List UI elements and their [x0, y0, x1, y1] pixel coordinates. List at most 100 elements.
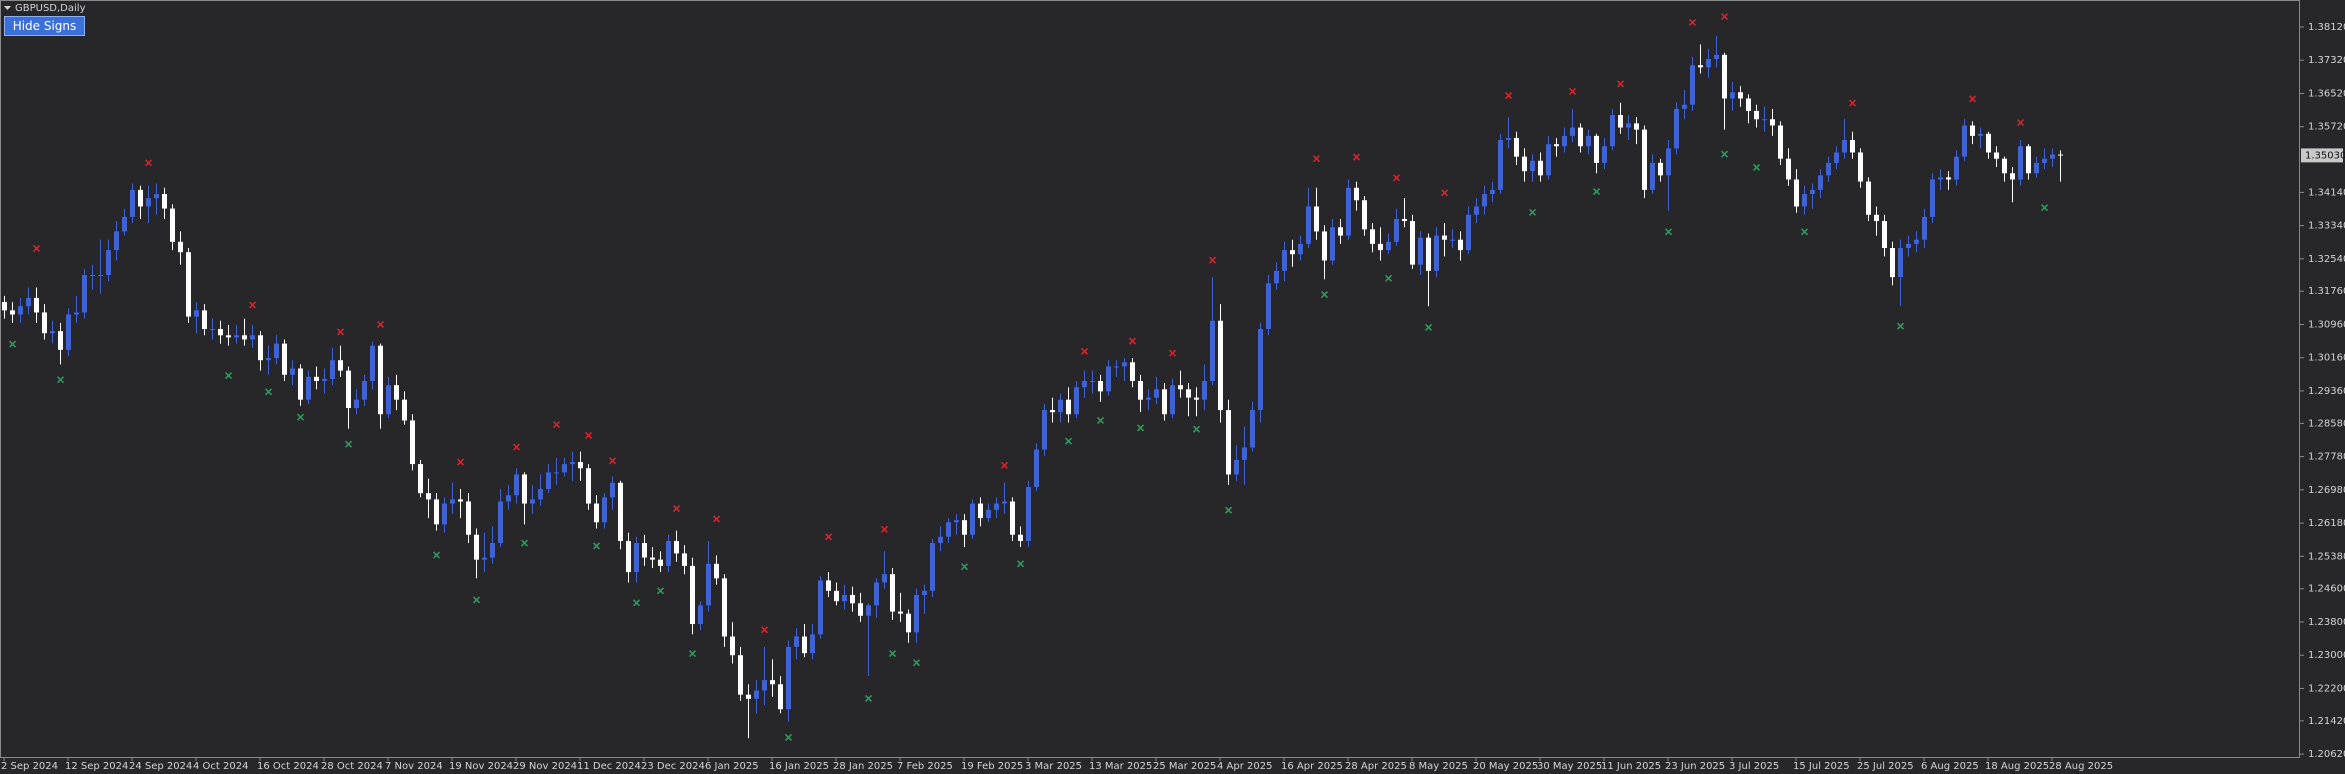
- candle-body: [1938, 177, 1943, 180]
- y-tick-label: 1.31760: [2308, 286, 2345, 297]
- y-tick-label: 1.38120: [2308, 22, 2345, 33]
- candle-body: [1098, 380, 1103, 392]
- candle-body: [122, 216, 127, 232]
- candle-body: [778, 684, 783, 710]
- candle-body: [858, 603, 863, 616]
- buy-sign: [8, 340, 17, 348]
- candle-body: [1338, 227, 1343, 236]
- candle-body: [674, 540, 679, 554]
- candle-body: [1122, 362, 1127, 367]
- candle-body: [1562, 135, 1567, 147]
- buy-sign: [592, 542, 601, 550]
- candle-body: [730, 636, 735, 656]
- sell-sign: [760, 626, 769, 634]
- candle-body: [546, 472, 551, 490]
- hide-signs-button[interactable]: Hide Signs: [4, 16, 85, 36]
- candle-body: [618, 482, 623, 541]
- candle-body: [906, 613, 911, 633]
- candle-body: [506, 495, 511, 502]
- candle-body: [1618, 115, 1623, 128]
- sell-sign: [512, 443, 521, 451]
- candle-body: [146, 198, 151, 207]
- candle-body: [818, 580, 823, 635]
- candle-body: [1394, 218, 1399, 242]
- buy-sign: [1320, 291, 1329, 299]
- candle-body: [1426, 237, 1431, 271]
- candle-body: [170, 208, 175, 242]
- candle-body: [1162, 389, 1167, 415]
- candle-body: [1586, 135, 1591, 147]
- candle-body: [578, 462, 583, 469]
- candle-body: [1194, 397, 1199, 400]
- candle-body: [250, 335, 255, 340]
- candle-body: [10, 310, 15, 315]
- candle-body: [1738, 92, 1743, 99]
- candle-body: [1146, 397, 1151, 400]
- candle-body: [1834, 152, 1839, 163]
- candle-body: [1794, 179, 1799, 207]
- candle-body: [1458, 239, 1463, 251]
- x-tick-label: 24 Sep 2024: [129, 761, 192, 772]
- sell-sign: [248, 301, 257, 309]
- y-tick-label: 1.26180: [2308, 518, 2345, 529]
- candle-body: [1242, 447, 1247, 460]
- buy-sign: [1592, 187, 1601, 196]
- buy-sign: [960, 563, 969, 571]
- sell-sign: [1720, 13, 1729, 21]
- candle-body: [946, 522, 951, 537]
- sell-sign: [1688, 18, 1697, 27]
- y-tick-label: 1.21420: [2308, 716, 2345, 727]
- sell-sign: [1848, 99, 1857, 107]
- sell-sign: [712, 515, 721, 523]
- candle-body: [1514, 137, 1519, 157]
- candle-body: [2, 302, 7, 311]
- sell-sign: [584, 431, 593, 439]
- x-tick-label: 11 Dec 2024: [577, 761, 641, 772]
- buy-sign: [632, 599, 641, 607]
- candle-body: [634, 543, 639, 573]
- candle-body: [82, 275, 87, 313]
- candle-body: [1898, 248, 1903, 278]
- candle-body: [1362, 200, 1367, 230]
- candle-body: [938, 536, 943, 544]
- x-tick-label: 6 Jan 2025: [705, 761, 759, 772]
- candle-body: [1746, 98, 1751, 111]
- candle-body: [1490, 189, 1495, 195]
- buy-sign: [1096, 416, 1105, 425]
- candle-body: [426, 493, 431, 500]
- candle-body: [2018, 146, 2023, 180]
- candle-body: [866, 605, 871, 616]
- candle-body: [602, 497, 607, 523]
- collapse-arrow[interactable]: [4, 6, 11, 10]
- candle-body: [290, 368, 295, 375]
- candle-body: [1106, 366, 1111, 392]
- candle-body: [354, 399, 359, 408]
- candle-body: [586, 468, 591, 504]
- candle-body: [1298, 243, 1303, 255]
- x-tick-label: 30 May 2025: [1537, 761, 1602, 772]
- buy-sign: [784, 733, 793, 742]
- sell-sign: [1968, 95, 1977, 103]
- candle-body: [1386, 241, 1391, 251]
- candle-body: [1210, 320, 1215, 381]
- x-tick-label: 20 May 2025: [1473, 761, 1538, 772]
- candle-body: [1154, 389, 1159, 398]
- candle-body: [2058, 154, 2063, 156]
- buy-sign: [224, 372, 233, 380]
- candle-body: [1578, 127, 1583, 147]
- candle-body: [538, 489, 543, 500]
- candle-body: [498, 501, 503, 544]
- candle-body: [1354, 187, 1359, 201]
- buy-sign: [1752, 163, 1761, 172]
- candle-body: [1010, 501, 1015, 535]
- candle-body: [1282, 250, 1287, 271]
- sell-sign: [824, 533, 833, 541]
- y-tick-label: 1.22200: [2308, 683, 2345, 694]
- candle-body: [1594, 135, 1599, 163]
- sell-sign: [456, 458, 465, 466]
- y-tick-label: 1.23800: [2308, 617, 2345, 628]
- buy-sign: [688, 649, 697, 658]
- candle-body: [890, 574, 895, 612]
- candle-body: [1218, 320, 1223, 411]
- buy-sign: [1136, 424, 1145, 432]
